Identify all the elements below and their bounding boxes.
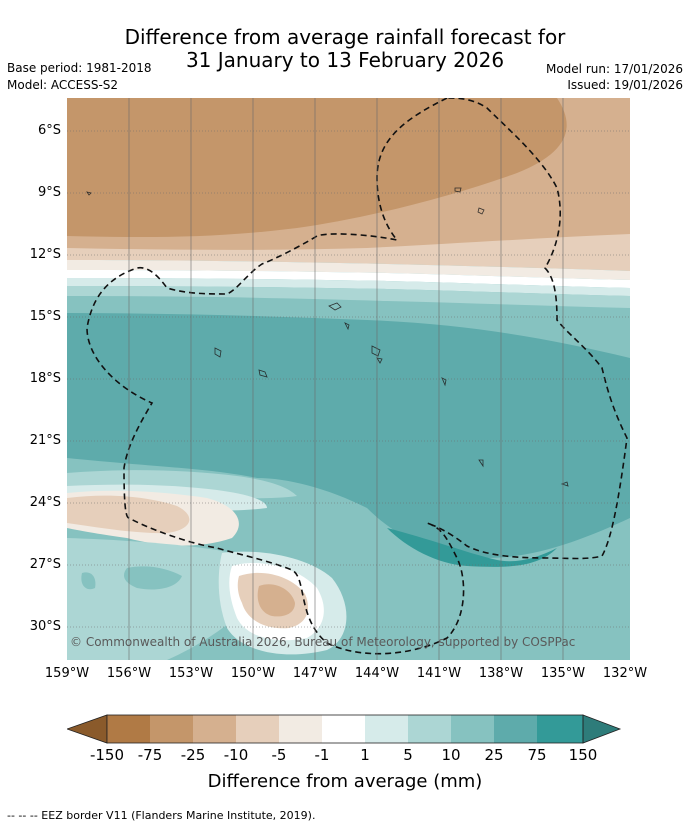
x-tick-label: 147°W	[292, 666, 338, 681]
colorbar-swatch	[322, 715, 365, 743]
y-tick-label: 6°S	[37, 123, 61, 138]
map-title-line-2: 31 January to 13 February 2026	[185, 48, 505, 72]
x-tick-label: 153°W	[168, 666, 214, 681]
colorbar-swatch	[494, 715, 537, 743]
model-text: Model: ACCESS-S2	[7, 78, 119, 92]
colorbar-label: -25	[180, 746, 206, 764]
colorbar-frame	[106, 714, 584, 744]
colorbar-label: 5	[403, 746, 413, 764]
x-tick-label: 132°W	[602, 666, 648, 681]
x-tick-label: 141°W	[416, 666, 462, 681]
issued-text: Issued: 19/01/2026	[567, 78, 683, 92]
base-period-text: Base period: 1981-2018	[7, 61, 152, 75]
eez-legend-note: -- -- -- EEZ border V11 (Flanders Marine…	[7, 809, 316, 822]
longitude-gridlines	[128, 98, 564, 660]
colorbar	[67, 714, 622, 744]
colorbar-label: -5	[271, 746, 287, 764]
y-tick-label: 18°S	[29, 371, 61, 386]
colorbar-swatch	[582, 714, 622, 744]
colorbar-swatch	[150, 715, 193, 743]
y-tick-label: 9°S	[37, 185, 61, 200]
map-title-line-1: Difference from average rainfall forecas…	[124, 25, 566, 49]
colorbar-label: 1	[360, 746, 370, 764]
colorbar-title: Difference from average (mm)	[207, 771, 483, 792]
colorbar-swatch	[279, 715, 322, 743]
x-tick-label: 150°W	[230, 666, 276, 681]
colorbar-swatch	[67, 714, 108, 744]
wet-anomaly-central	[67, 313, 630, 567]
transition-band	[67, 260, 630, 308]
colorbar-swatch	[408, 715, 451, 743]
colorbar-swatch	[236, 715, 279, 743]
latitude-gridlines	[67, 130, 630, 628]
x-tick-label: 156°W	[106, 666, 152, 681]
colorbar-label: -75	[137, 746, 163, 764]
x-tick-label: 144°W	[354, 666, 400, 681]
colorbar-label: -10	[223, 746, 249, 764]
y-tick-label: 27°S	[29, 557, 61, 572]
island-outlines	[86, 187, 569, 487]
y-tick-label: 21°S	[29, 433, 61, 448]
x-tick-label: 138°W	[478, 666, 524, 681]
rainfall-anomaly-map: © Commonwealth of Australia 2026, Bureau…	[67, 98, 630, 660]
x-tick-label: 159°W	[44, 666, 90, 681]
colorbar-label: 150	[568, 746, 598, 764]
dry-anomaly-north	[67, 98, 630, 271]
colorbar-label: 10	[441, 746, 461, 764]
y-tick-label: 12°S	[29, 247, 61, 262]
y-tick-label: 24°S	[29, 495, 61, 510]
colorbar-label: -1	[314, 746, 330, 764]
y-tick-label: 30°S	[29, 619, 61, 634]
colorbar-swatch	[451, 715, 494, 743]
colorbar-swatch	[537, 715, 583, 743]
colorbar-swatch	[107, 715, 150, 743]
copyright-notice: © Commonwealth of Australia 2026, Bureau…	[70, 635, 575, 649]
colorbar-label: -150	[89, 746, 125, 764]
colorbar-swatch	[365, 715, 408, 743]
model-run-text: Model run: 17/01/2026	[545, 62, 683, 76]
colorbar-label: 75	[527, 746, 547, 764]
colorbar-label: 25	[484, 746, 504, 764]
colorbar-swatch	[193, 715, 236, 743]
y-tick-label: 15°S	[29, 309, 61, 324]
x-tick-label: 135°W	[540, 666, 586, 681]
